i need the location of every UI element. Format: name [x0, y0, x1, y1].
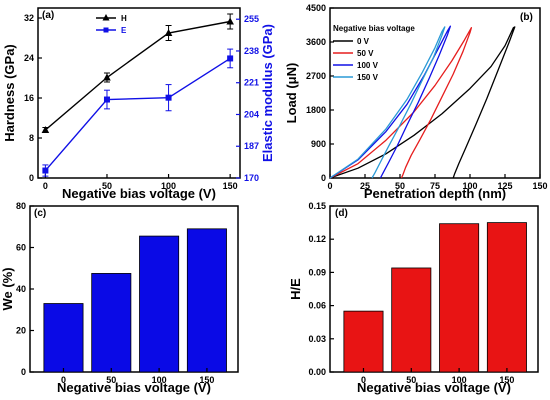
load-curve-50V	[329, 26, 473, 179]
data-point-H	[226, 17, 234, 25]
x-tick-label: 75	[430, 181, 440, 191]
x-tick-label: 25	[360, 181, 370, 191]
y2-tick-label: 238	[244, 46, 259, 56]
data-point-E	[42, 167, 49, 174]
y-axis-title: We (%)	[0, 267, 15, 310]
x-tick-label: 150	[499, 375, 514, 385]
x-tick-label: 50	[106, 375, 116, 385]
load-curve-0V	[329, 26, 516, 179]
y-tick-label: 1800	[306, 105, 326, 115]
panel-label: (d)	[335, 208, 348, 219]
legend-label: H	[121, 14, 127, 23]
legend-title: Negative bias voltage	[333, 24, 415, 33]
series-line-E	[44, 57, 231, 171]
panel-label: (c)	[34, 208, 46, 219]
bar	[186, 228, 227, 373]
y-tick-label: 0.00	[308, 367, 326, 377]
panel-a-frame	[37, 7, 241, 179]
x-tick-label: 100	[452, 375, 467, 385]
series-line-H	[44, 20, 231, 131]
load-curve-100V	[329, 25, 452, 179]
y-tick-label: 4500	[306, 3, 326, 13]
bar	[139, 235, 180, 373]
y-tick-label: 0.15	[308, 201, 326, 211]
y-tick-label: 0.03	[308, 334, 326, 344]
legend-marker	[103, 27, 109, 33]
y-tick-label: 0.12	[308, 234, 326, 244]
panel-label: (b)	[520, 12, 533, 23]
x-tick-label: 0	[61, 375, 66, 385]
x-axis-title: Negative bias voltage (V)	[57, 380, 211, 395]
x-tick-label: 0	[361, 375, 366, 385]
bar	[43, 303, 84, 373]
bar	[343, 310, 384, 373]
load-curve-150V	[329, 26, 446, 179]
x-tick-label: 50	[406, 375, 416, 385]
x-tick-label: 100	[161, 181, 176, 191]
legend-label: 0 V	[357, 37, 370, 46]
x-axis-title: Penetration depth (nm)	[364, 186, 506, 201]
y-tick-label: 0	[21, 367, 26, 377]
x-tick-label: 0	[327, 181, 332, 191]
x-tick-label: 0	[43, 181, 48, 191]
legend-label: E	[121, 26, 127, 35]
y-tick-label: 80	[16, 201, 26, 211]
y-tick-label: 32	[24, 13, 34, 23]
x-tick-label: 100	[462, 181, 477, 191]
x-tick-label: 150	[223, 181, 238, 191]
legend-label: 50 V	[357, 49, 374, 58]
y-tick-label: 8	[29, 133, 34, 143]
x-tick-label: 50	[102, 181, 112, 191]
panel-label: (a)	[42, 10, 54, 21]
bar	[391, 267, 432, 373]
y-tick-label: 900	[311, 139, 326, 149]
legend-label: 100 V	[357, 61, 379, 70]
y-tick-label: 0.09	[308, 267, 326, 277]
y-axis-title: Hardness (GPa)	[2, 44, 17, 142]
x-axis-title: Negative bias voltage (V)	[357, 380, 511, 395]
x-axis-title: Negative bias voltage (V)	[62, 186, 216, 201]
bar	[439, 223, 480, 373]
panel-frame	[329, 205, 539, 373]
y-tick-label: 40	[16, 284, 26, 294]
x-tick-label: 150	[532, 181, 547, 191]
data-point-E	[103, 96, 110, 103]
y2-tick-label: 204	[244, 109, 259, 119]
y-tick-label: 16	[24, 93, 34, 103]
y2-tick-label: 221	[244, 78, 259, 88]
legend-label: 150 V	[357, 73, 379, 82]
y-axis-title: Load (μN)	[284, 63, 299, 124]
panel-b-frame	[329, 7, 541, 179]
y2-tick-label: 170	[244, 173, 259, 183]
bar	[91, 273, 132, 373]
y-tick-label: 60	[16, 243, 26, 253]
y-tick-label: 24	[24, 53, 34, 63]
x-tick-label: 150	[199, 375, 214, 385]
y-tick-label: 0	[29, 173, 34, 183]
data-point-H	[41, 126, 50, 133]
legend-marker	[102, 14, 110, 21]
y-tick-label: 2700	[306, 71, 326, 81]
y-tick-label: 0	[321, 173, 326, 183]
y-tick-label: 0.06	[308, 301, 326, 311]
y-tick-label: 3600	[306, 37, 326, 47]
x-tick-label: 125	[497, 181, 512, 191]
data-point-H	[164, 29, 173, 36]
x-tick-label: 100	[152, 375, 167, 385]
data-point-H	[103, 73, 111, 81]
y-axis-title: H/E	[288, 278, 303, 300]
bar	[486, 222, 527, 373]
y2-axis-title: Elastic modulus (GPa)	[260, 24, 275, 162]
y2-tick-label: 255	[244, 14, 259, 24]
y2-tick-label: 187	[244, 141, 259, 151]
data-point-E	[227, 55, 234, 62]
x-tick-label: 50	[395, 181, 405, 191]
data-point-E	[165, 94, 172, 101]
y-tick-label: 20	[16, 326, 26, 336]
